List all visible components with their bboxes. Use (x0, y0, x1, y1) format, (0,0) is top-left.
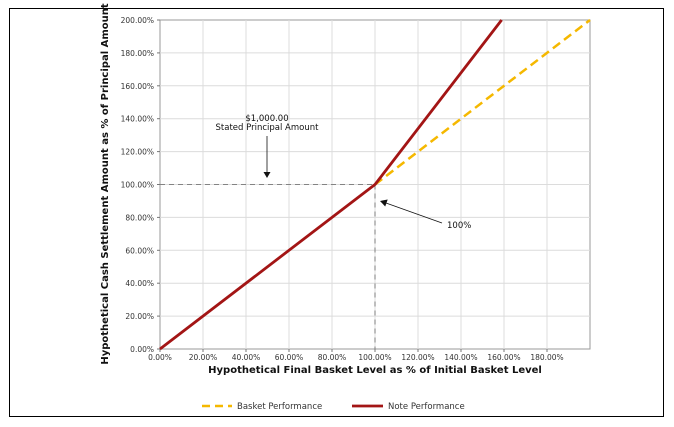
reference-lines (160, 184, 376, 349)
y-tick-label: 160.00% (121, 82, 154, 91)
y-tick-label: 180.00% (121, 49, 154, 58)
level-arrow-shaft (385, 202, 443, 224)
series (159, 19, 591, 351)
principal-arrow-head (263, 172, 271, 178)
y-tick-label: 60.00% (125, 246, 154, 255)
x-axis-title: Hypothetical Final Basket Level as % of … (208, 365, 542, 376)
y-tick-label: 200.00% (121, 16, 154, 25)
x-tick-label: 40.00% (232, 353, 261, 362)
x-tick-label: 60.00% (275, 353, 304, 362)
y-tick-labels: 0.00% 20.00% 40.00% 60.00% 80.00% 100.00% 120.… (121, 16, 160, 354)
legend: Basket Performance Note Performance (202, 402, 465, 412)
x-tick-label: 80.00% (318, 353, 347, 362)
level-arrow-head (380, 199, 388, 207)
principal-annotation-line: $1,000.00 (245, 114, 288, 124)
basket-performance-line (374, 19, 591, 186)
x-tick-label: 100.00% (358, 353, 391, 362)
y-tick-label: 20.00% (125, 312, 154, 321)
note-performance-line (159, 19, 503, 351)
x-tick-label: 120.00% (401, 353, 434, 362)
legend-label-basket: Basket Performance (237, 402, 322, 412)
y-tick-label: 80.00% (125, 213, 154, 222)
y-tick-label: 100.00% (121, 181, 154, 190)
y-tick-label: 0.00% (130, 345, 154, 354)
level-annotation: 100% (447, 221, 471, 231)
x-tick-label: 140.00% (444, 353, 477, 362)
principal-annotation-line: Stated Principal Amount (216, 123, 320, 133)
x-tick-label: 20.00% (189, 353, 218, 362)
x-tick-label: 160.00% (487, 353, 520, 362)
x-tick-labels: 0.00% 20.00% 40.00% 60.00% 80.00% 100.00% 120.… (148, 349, 564, 362)
y-tick-label: 140.00% (121, 115, 154, 124)
legend-label-note: Note Performance (388, 402, 465, 412)
y-tick-label: 120.00% (121, 148, 154, 157)
y-axis-title: Hypothetical Cash Settlement Amount as %… (100, 3, 111, 365)
x-tick-label: 180.00% (530, 353, 563, 362)
y-tick-label: 40.00% (125, 279, 154, 288)
x-tick-label: 0.00% (148, 353, 172, 362)
